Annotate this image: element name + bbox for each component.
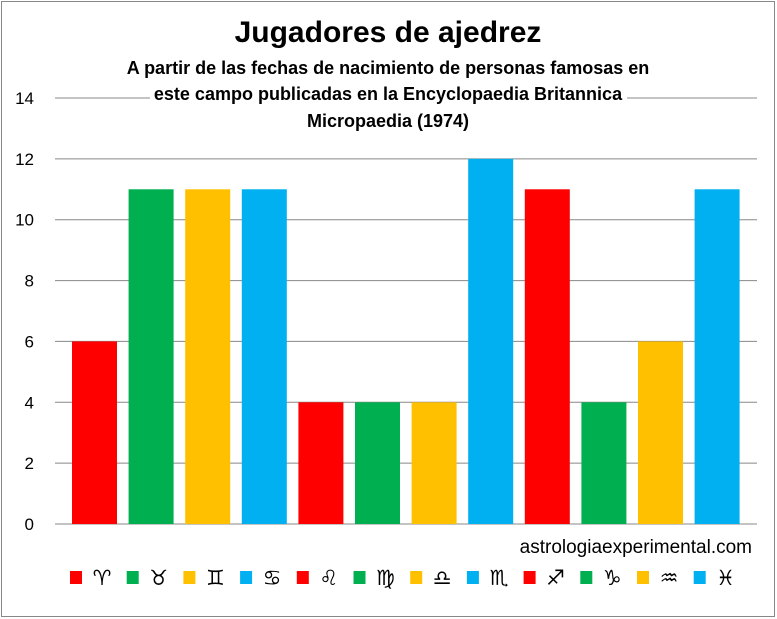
y-tick-label: 10 — [15, 211, 34, 230]
legend-label: ♑ — [603, 566, 622, 590]
y-tick-label: 6 — [25, 332, 34, 351]
legend-label: ♈ — [93, 566, 112, 590]
y-tick-label: 0 — [25, 515, 34, 534]
legend-swatch — [240, 571, 253, 584]
bar-9 — [524, 189, 570, 525]
legend-swatch — [466, 571, 479, 584]
y-tick-label: 14 — [15, 89, 34, 108]
legend-swatch — [693, 571, 706, 584]
source-label: astrologiaexperimental.com — [520, 537, 752, 558]
bar-1 — [72, 341, 117, 524]
chart-subtitle-line: A partir de las fechas de nacimiento de … — [127, 58, 650, 78]
bar-8 — [468, 158, 514, 524]
legend-swatch — [637, 571, 649, 584]
legend-swatch — [523, 571, 536, 584]
legend-label: ♉ — [149, 566, 168, 590]
legend-swatch — [410, 571, 423, 584]
legend-label: ♒ — [660, 566, 679, 590]
legend-label: ♋ — [263, 566, 282, 590]
chart-subtitle-line: Micropaedia (1974) — [307, 111, 469, 131]
legend-swatch — [580, 571, 593, 584]
y-tick-label: 12 — [15, 150, 34, 169]
bar-2 — [128, 189, 174, 525]
subtitle-background — [149, 84, 628, 104]
y-tick-label: 4 — [25, 393, 34, 412]
legend-label: ♎ — [433, 566, 452, 590]
bar-7 — [411, 402, 457, 524]
y-tick-label: 8 — [25, 272, 34, 291]
bar-6 — [355, 402, 400, 524]
bar-11 — [638, 341, 683, 524]
subtitle-background — [122, 58, 654, 78]
legend-label: ♍ — [376, 566, 395, 590]
legend-swatch — [296, 571, 309, 584]
y-tick-label: 2 — [25, 454, 34, 473]
legend-label: ♏ — [489, 566, 508, 590]
bar-4 — [241, 189, 287, 525]
bar-3 — [185, 189, 231, 525]
bar-5 — [298, 402, 344, 524]
chart-title: Jugadores de ajedrez — [235, 16, 542, 49]
bar-12 — [694, 189, 740, 525]
legend-label: ♓ — [716, 566, 735, 590]
chart-subtitle-line: este campo publicadas en la Encyclopaedi… — [154, 84, 623, 104]
legend-label: ♊ — [206, 566, 225, 590]
legend-swatch — [126, 571, 139, 584]
legend-swatch — [353, 571, 366, 584]
legend-label: ♌ — [319, 566, 338, 590]
legend-swatch — [183, 571, 196, 584]
legend-swatch — [70, 571, 82, 584]
legend-label: ♐ — [546, 566, 565, 590]
subtitle-background — [302, 111, 474, 131]
bar-10 — [581, 402, 627, 524]
